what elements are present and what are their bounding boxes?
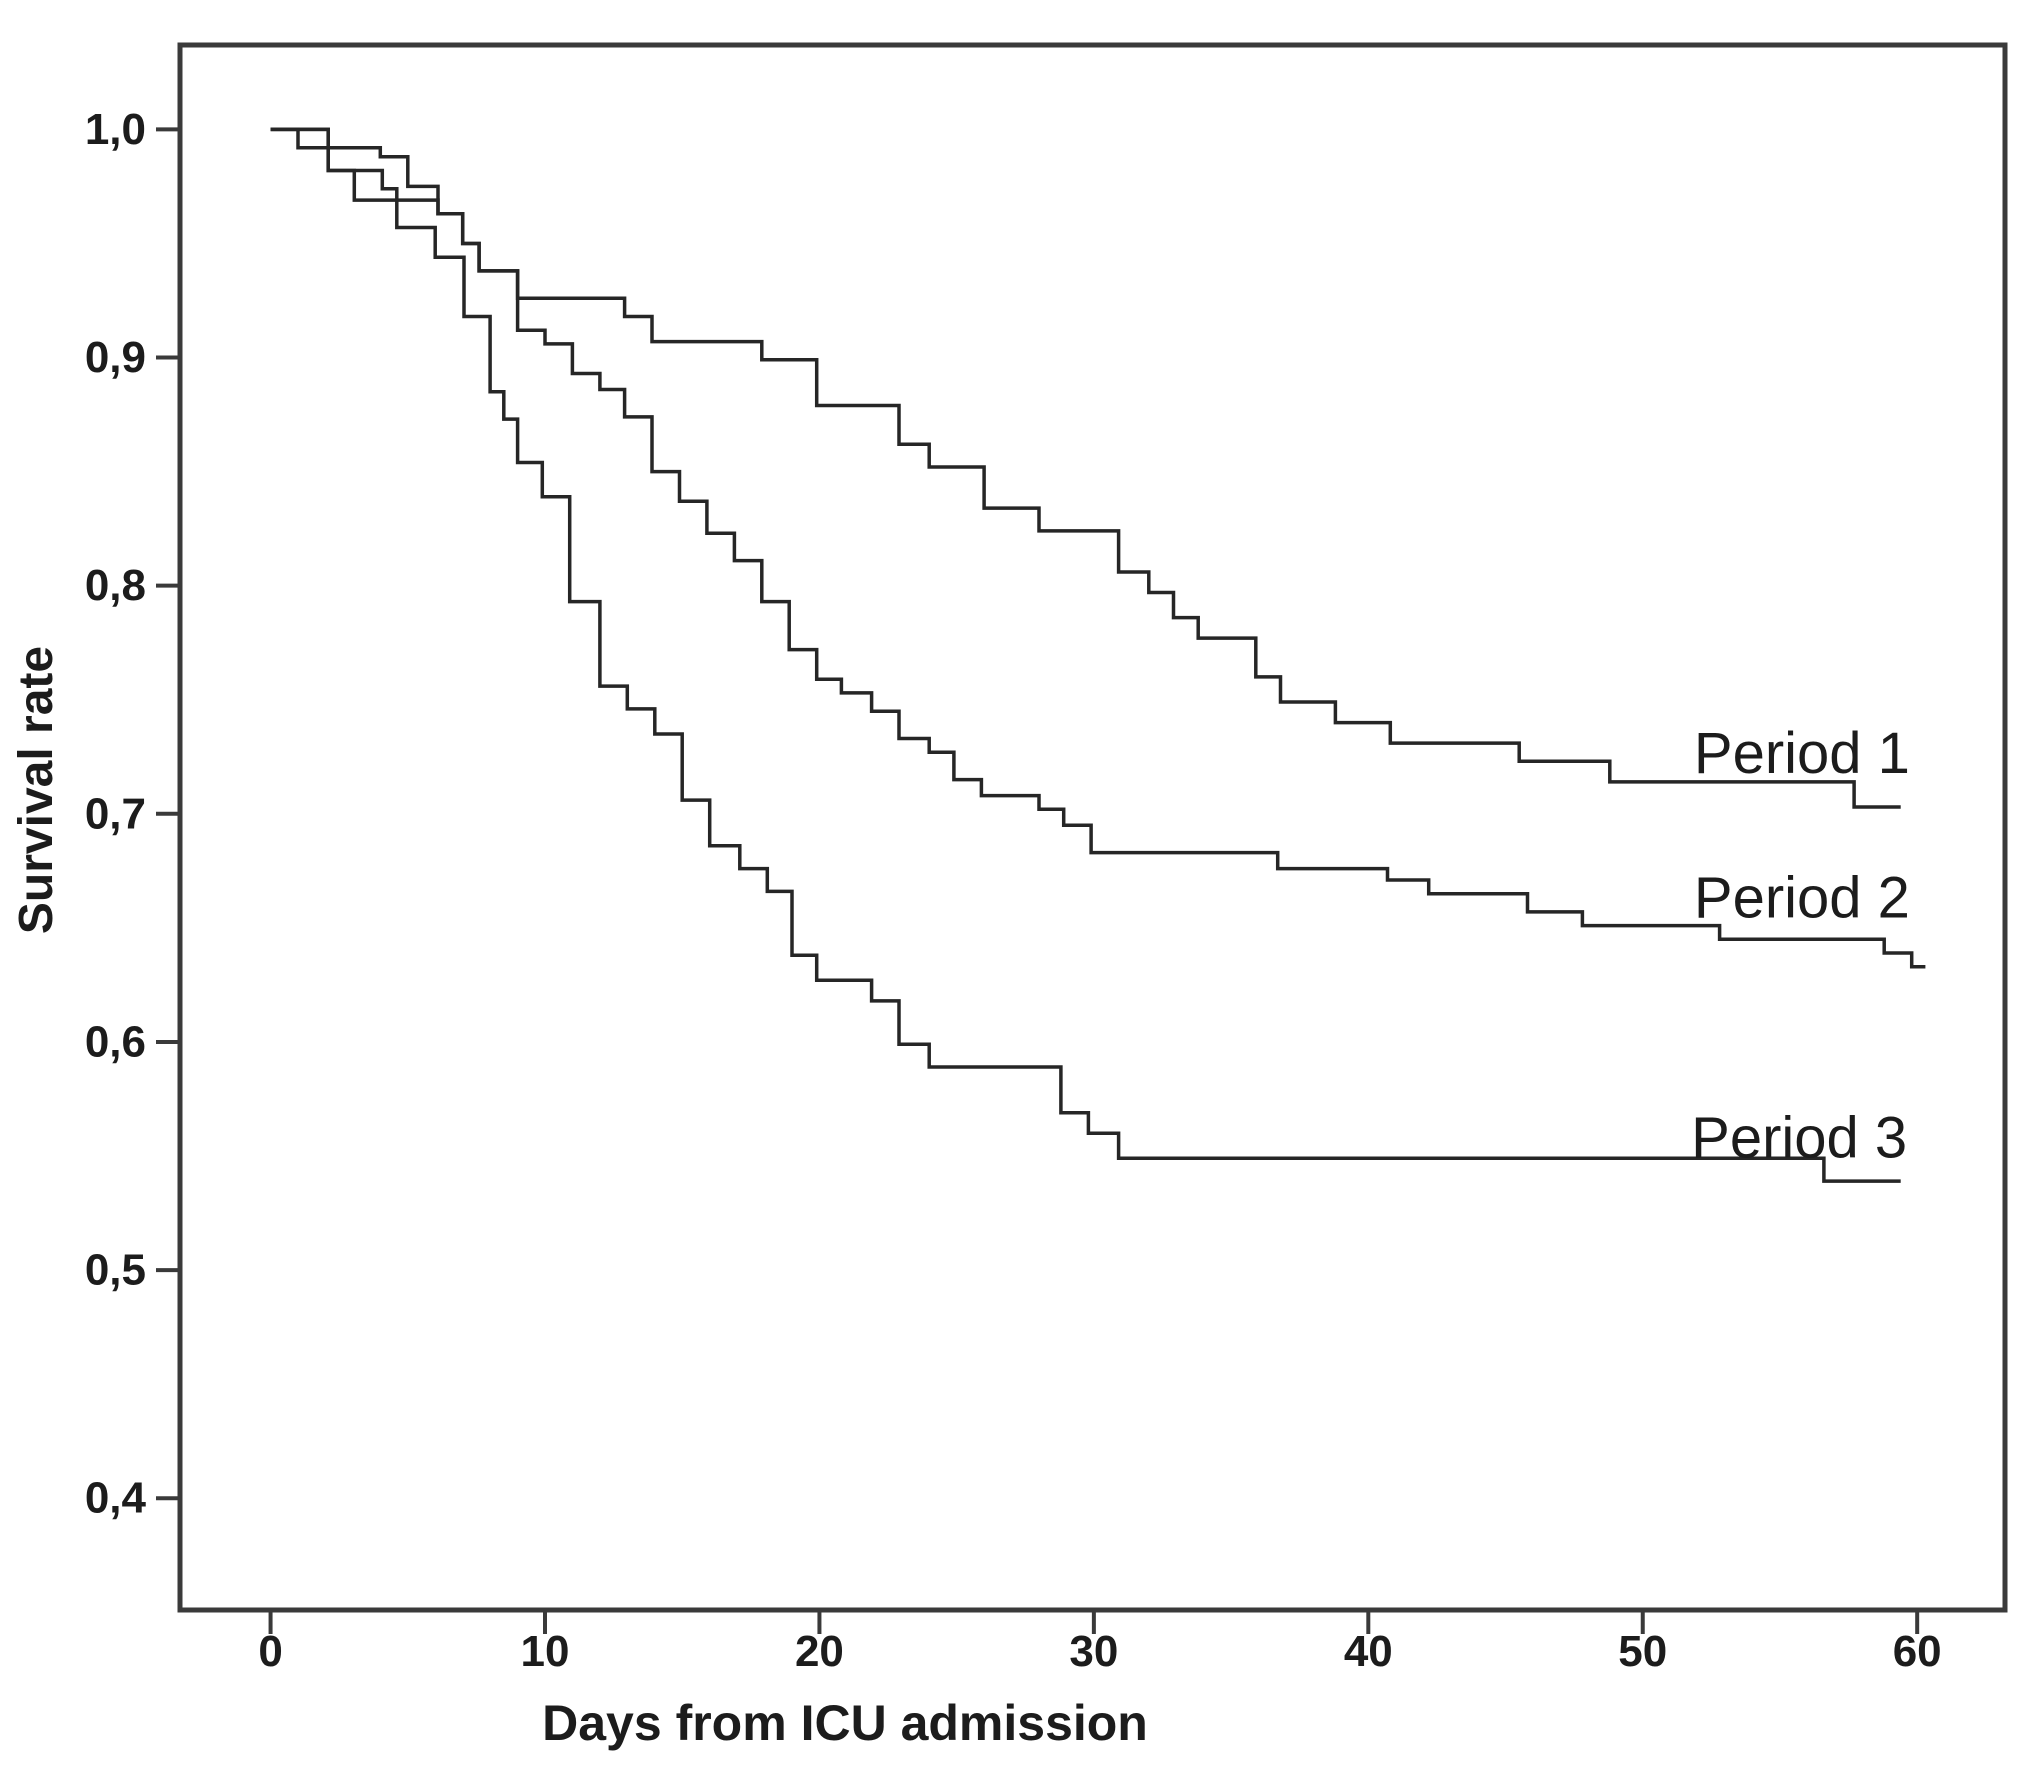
y-axis-tick-label: 0,4 (85, 1474, 147, 1523)
x-axis-tick-label: 30 (1069, 1627, 1118, 1676)
x-axis-title: Days from ICU admission (542, 1695, 1148, 1751)
curve-label-period-1: Period 1 (1694, 721, 1910, 786)
y-axis-tick-label: 0,5 (85, 1246, 146, 1295)
x-axis-tick-label: 0 (258, 1627, 282, 1676)
y-axis-tick-label: 0,9 (85, 333, 146, 382)
survival-curve-period-2 (270, 127, 1926, 969)
x-axis-tick-label: 20 (795, 1627, 844, 1676)
y-axis-tick-label: 0,8 (85, 561, 146, 610)
y-axis-tick-label: 1,0 (85, 105, 146, 154)
y-axis-tick-label: 0,6 (85, 1017, 146, 1066)
y-axis-tick-label: 0,7 (85, 789, 146, 838)
x-axis-tick-label: 40 (1344, 1627, 1393, 1676)
y-axis-title: Survival rate (10, 646, 63, 934)
survival-curve-period-1 (270, 127, 1901, 809)
x-axis-tick-label: 10 (521, 1627, 570, 1676)
curve-label-period-3: Period 3 (1691, 1105, 1907, 1170)
survival-curve-period-3 (270, 127, 1901, 1183)
x-axis-tick-label: 50 (1618, 1627, 1667, 1676)
curve-label-period-2: Period 2 (1694, 865, 1910, 930)
x-axis-tick-label: 60 (1893, 1627, 1942, 1676)
